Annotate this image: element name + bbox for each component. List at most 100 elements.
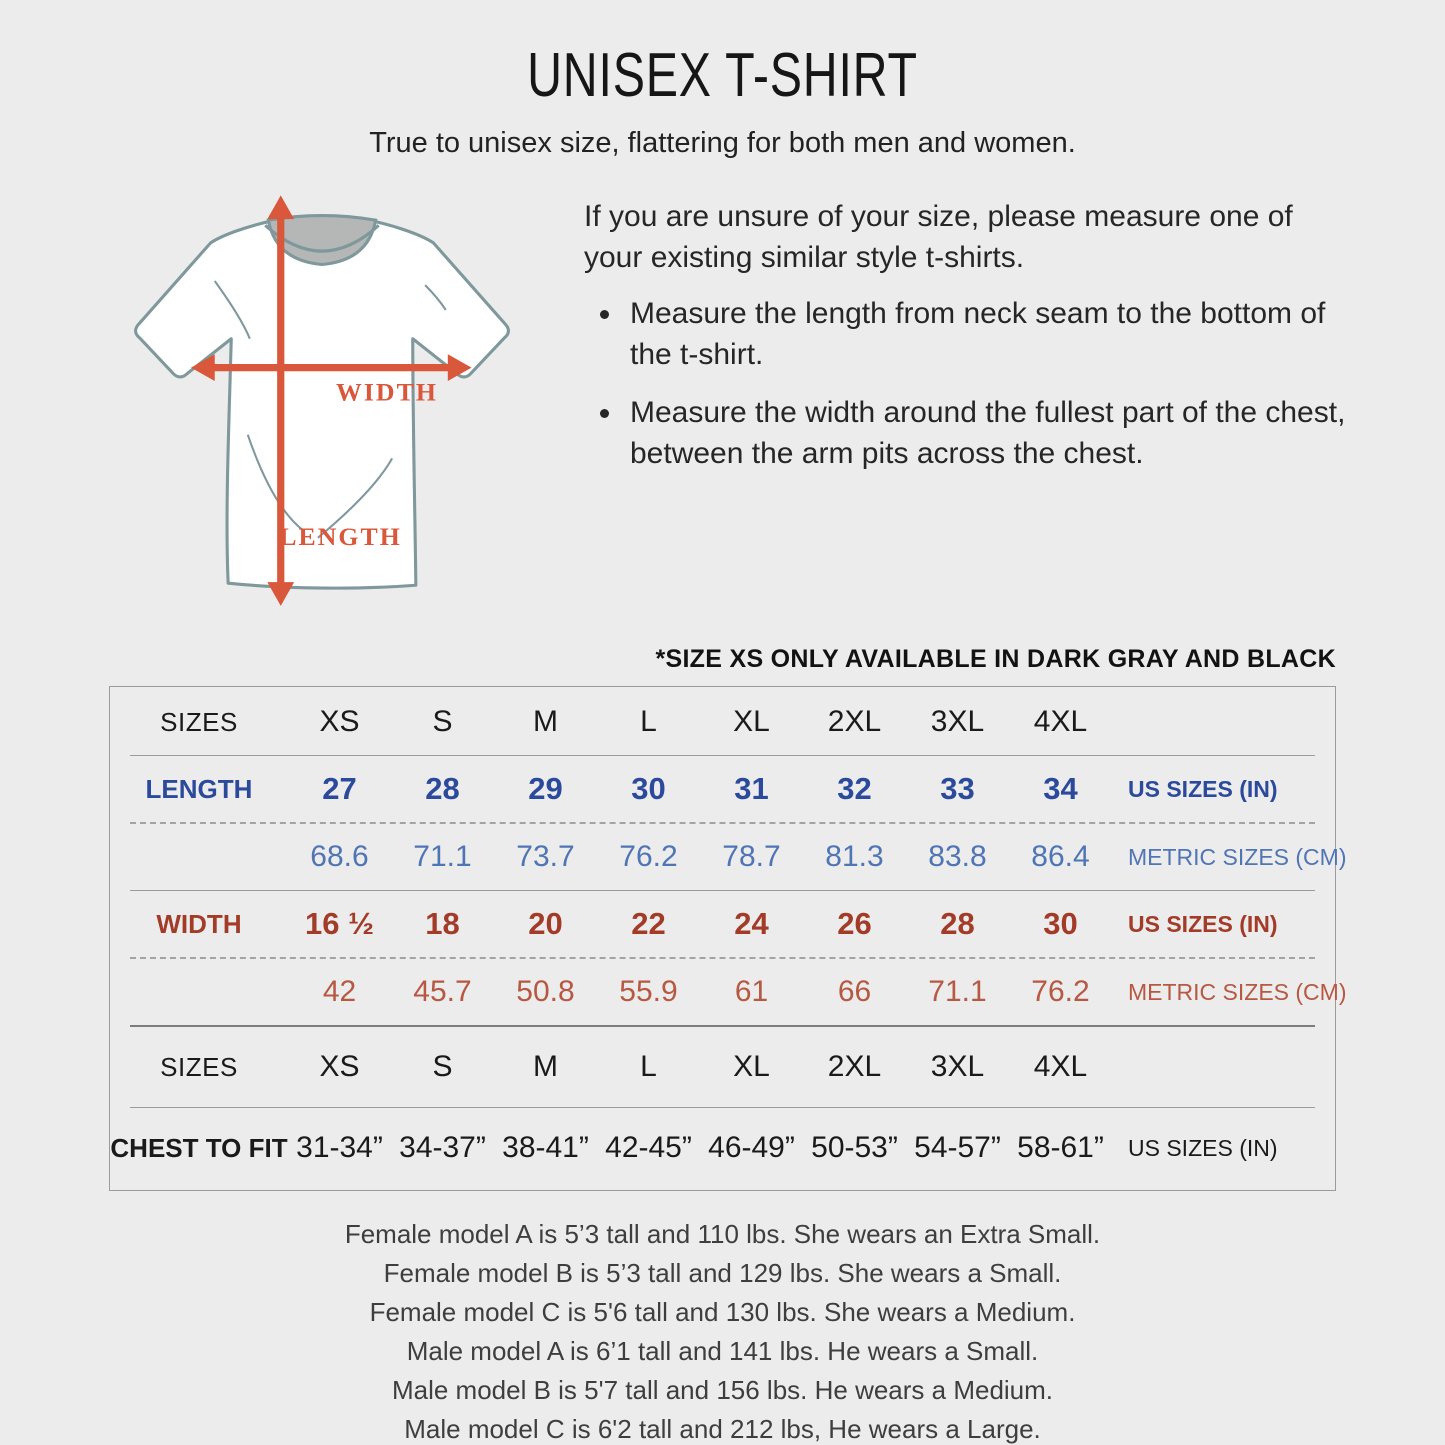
value-cell: 83.8: [928, 840, 987, 873]
unit-cell: US SIZES (IN): [1128, 910, 1278, 937]
fold-line-right-sleeve: [424, 284, 447, 311]
value-cell: 27: [322, 771, 357, 806]
tshirt-illustration: WIDTH LENGTH: [134, 195, 510, 606]
size-cell: M: [533, 705, 558, 738]
model-note-line: Female model B is 5’3 tall and 129 lbs. …: [383, 1258, 1062, 1288]
size-cell: L: [640, 1050, 657, 1083]
instruction-item-width: Measure the width around the fullest par…: [624, 392, 1350, 475]
tshirt-collar: [266, 214, 378, 267]
row-label: SIZES: [160, 706, 238, 737]
size-cell: 4XL: [1033, 705, 1088, 738]
tshirt-body: [134, 219, 510, 590]
value-cell: 34-37”: [399, 1131, 486, 1164]
fold-line-bottom-left: [246, 434, 305, 532]
divider-dashed: [130, 957, 1315, 959]
value-cell: 16 ½: [305, 906, 374, 941]
fold-line-left-sleeve: [213, 280, 251, 340]
xs-availability-note: *SIZE XS ONLY AVAILABLE IN DARK GRAY AND…: [655, 645, 1336, 673]
length-arrow: [267, 195, 295, 606]
size-cell: XS: [319, 1050, 360, 1083]
value-cell: 30: [631, 771, 666, 806]
page-header: UNISEX T-SHIRT True to unisex size, flat…: [0, 0, 1445, 160]
value-cell: 66: [837, 975, 872, 1008]
value-cell: 54-57”: [914, 1131, 1001, 1164]
value-cell: 71.1: [928, 975, 987, 1008]
size-cell: M: [533, 1050, 558, 1083]
value-cell: 28: [425, 771, 460, 806]
row-label: WIDTH: [156, 908, 242, 939]
size-cell: 3XL: [930, 705, 985, 738]
value-cell: 18: [425, 906, 460, 941]
value-cell: 30: [1043, 906, 1078, 941]
tshirt-diagram: WIDTH LENGTH: [112, 182, 532, 615]
size-cell: 2XL: [827, 1050, 882, 1083]
value-cell: 29: [528, 771, 563, 806]
divider: [130, 890, 1315, 891]
table-row-width-us: WIDTH 16 ½ 18 20 22 24 26 28 30 US SIZES…: [110, 891, 1335, 957]
table-row-width-metric: 42 45.7 50.8 55.9 61 66 71.1 76.2 METRIC…: [110, 959, 1347, 1025]
value-cell: 46-49”: [708, 1131, 795, 1164]
divider: [130, 755, 1315, 756]
value-cell: 86.4: [1031, 840, 1090, 873]
width-arrow: [191, 354, 472, 382]
unit-cell: METRIC SIZES (CM): [1128, 843, 1347, 870]
page-title: UNISEX T-SHIRT: [0, 40, 1445, 111]
measure-instructions: If you are unsure of your size, please m…: [584, 182, 1350, 490]
row-label: SIZES: [160, 1051, 238, 1082]
table-row-sizes-bottom: SIZES XS S M L XL 2XL 3XL 4XL: [110, 1027, 1335, 1107]
row-label: LENGTH: [145, 773, 253, 804]
value-cell: 31-34”: [296, 1131, 383, 1164]
value-cell: 32: [837, 771, 872, 806]
table-row-chest-to-fit: CHEST TO FIT 31-34” 34-37” 38-41” 42-45”…: [110, 1108, 1335, 1188]
value-cell: 33: [940, 771, 975, 806]
value-cell: 20: [528, 906, 563, 941]
width-label: WIDTH: [336, 378, 438, 407]
value-cell: 58-61”: [1017, 1131, 1104, 1164]
model-note-line: Male model A is 6’1 tall and 141 lbs. He…: [406, 1336, 1039, 1366]
value-cell: 42: [322, 975, 357, 1008]
value-cell: 38-41”: [502, 1131, 589, 1164]
value-cell: 61: [734, 975, 769, 1008]
model-note-line: Female model A is 5’3 tall and 110 lbs. …: [344, 1219, 1101, 1249]
size-table: SIZES XS S M L XL 2XL 3XL 4XL LENGTH 27 …: [109, 686, 1347, 1191]
value-cell: 26: [837, 906, 872, 941]
divider-dashed: [130, 822, 1315, 824]
size-cell: XL: [733, 705, 770, 738]
size-cell: 4XL: [1033, 1050, 1088, 1083]
value-cell: 42-45”: [605, 1131, 692, 1164]
value-cell: 28: [940, 906, 975, 941]
value-cell: 34: [1043, 771, 1078, 806]
table-row-length-us: LENGTH 27 28 29 30 31 32 33 34 US SIZES …: [110, 756, 1335, 822]
model-note-line: Male model B is 5'7 tall and 156 lbs. He…: [391, 1375, 1054, 1405]
table-row-length-metric: 68.6 71.1 73.7 76.2 78.7 81.3 83.8 86.4 …: [110, 824, 1346, 890]
value-cell: 24: [734, 906, 769, 941]
instructions-intro: If you are unsure of your size, please m…: [584, 200, 1293, 275]
value-cell: 73.7: [516, 840, 575, 873]
length-label: LENGTH: [279, 522, 402, 551]
value-cell: 78.7: [722, 840, 781, 873]
divider-strong: [130, 1025, 1315, 1027]
value-cell: 81.3: [825, 840, 884, 873]
value-cell: 55.9: [619, 975, 678, 1008]
fold-line-bottom-right: [317, 457, 394, 539]
size-cell: 3XL: [930, 1050, 985, 1083]
value-cell: 76.2: [619, 840, 678, 873]
value-cell: 50-53”: [811, 1131, 898, 1164]
value-cell: 71.1: [413, 840, 472, 873]
model-note-line: Male model C is 6'2 tall and 212 lbs, He…: [404, 1414, 1041, 1444]
top-section: WIDTH LENGTH If you are unsure of your s…: [0, 182, 1445, 615]
size-cell: XS: [319, 705, 360, 738]
value-cell: 45.7: [413, 975, 472, 1008]
instruction-item-length: Measure the length from neck seam to the…: [624, 293, 1350, 376]
row-label: CHEST TO FIT: [110, 1132, 288, 1163]
unit-cell: METRIC SIZES (CM): [1128, 978, 1347, 1005]
size-cell: XL: [733, 1050, 770, 1083]
instructions-list: Measure the length from neck seam to the…: [594, 293, 1350, 475]
size-cell: L: [640, 705, 657, 738]
model-reference-notes: Female model A is 5’3 tall and 110 lbs. …: [0, 1215, 1445, 1445]
divider: [130, 1107, 1315, 1108]
value-cell: 68.6: [310, 840, 369, 873]
value-cell: 50.8: [516, 975, 575, 1008]
size-cell: 2XL: [827, 705, 882, 738]
table-row-sizes-top: SIZES XS S M L XL 2XL 3XL 4XL: [110, 689, 1335, 755]
